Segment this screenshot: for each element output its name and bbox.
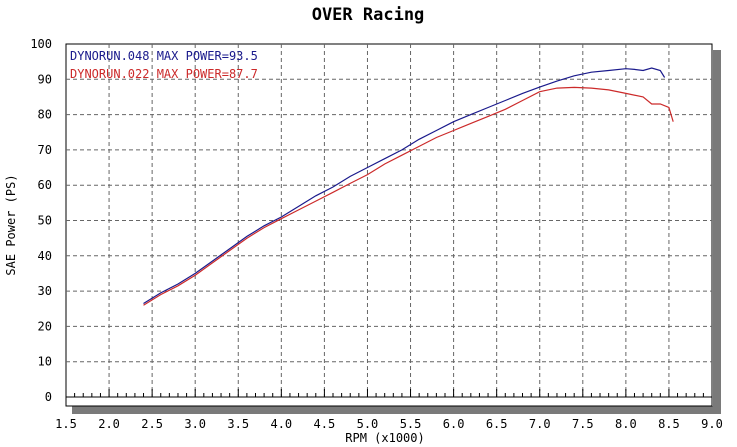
y-axis-label: SAE Power (PS) [4, 174, 18, 275]
x-tick-label: 9.0 [701, 417, 723, 431]
y-tick-label: 50 [38, 214, 52, 228]
x-tick-label: 7.0 [529, 417, 551, 431]
plot-shadow-right [713, 50, 721, 414]
y-tick-label: 40 [38, 249, 52, 263]
x-axis-label: RPM (x1000) [345, 431, 424, 445]
y-tick-label: 60 [38, 178, 52, 192]
x-tick-label: 2.0 [98, 417, 120, 431]
y-tick-label: 10 [38, 355, 52, 369]
x-tick-label: 8.0 [615, 417, 637, 431]
minor-ticks [65, 389, 713, 397]
legend-entry: DYNORUN.022 MAX POWER=87.7 [70, 67, 258, 81]
y-tick-label: 30 [38, 284, 52, 298]
x-tick-label: 8.5 [658, 417, 680, 431]
x-tick-labels: 1.5 2.0 2.5 3.0 3.5 4.0 4.5 5.0 5.5 6.0 6.5 7.0 7.5 8… [55, 417, 723, 431]
chart-title: OVER Racing [312, 5, 425, 25]
y-tick-labels: 0 10 20 30 40 50 60 70 80 90 100 [30, 37, 52, 404]
y-tick-label: 100 [30, 37, 52, 51]
grid-lines [66, 44, 712, 398]
plot-area [65, 43, 713, 407]
y-tick-label: 20 [38, 319, 52, 333]
plot-shadow-bottom [72, 406, 721, 414]
x-tick-label: 3.5 [227, 417, 249, 431]
legend: DYNORUN.048 MAX POWER=93.5 DYNORUN.022 MA… [70, 49, 258, 81]
x-tick-label: 7.5 [572, 417, 594, 431]
y-tick-label: 0 [45, 390, 52, 404]
legend-entry: DYNORUN.048 MAX POWER=93.5 [70, 49, 258, 63]
x-tick-label: 1.5 [55, 417, 77, 431]
x-tick-label: 6.0 [443, 417, 465, 431]
x-tick-label: 6.5 [486, 417, 508, 431]
x-tick-label: 3.0 [184, 417, 206, 431]
y-tick-label: 70 [38, 143, 52, 157]
x-tick-label: 4.0 [270, 417, 292, 431]
series-line-dynorun-048 [143, 67, 666, 305]
y-tick-label: 80 [38, 108, 52, 122]
series-line-dynorun-022 [143, 86, 674, 306]
x-tick-label: 5.5 [400, 417, 422, 431]
x-tick-label: 5.0 [357, 417, 379, 431]
y-tick-label: 90 [38, 72, 52, 86]
x-tick-label: 4.5 [314, 417, 336, 431]
x-tick-label: 2.5 [141, 417, 163, 431]
series-lines [143, 67, 674, 306]
